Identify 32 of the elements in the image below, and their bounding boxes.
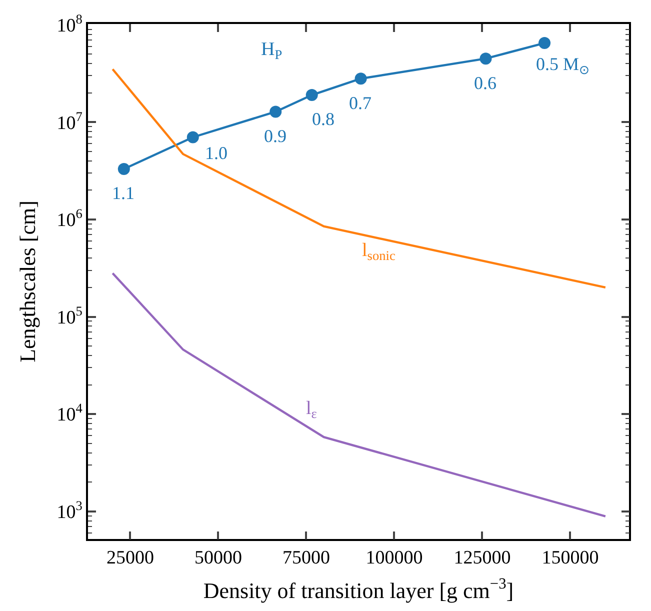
- y-tick-label: 10$^{6}$: [56, 206, 83, 232]
- x-tick-label: 100000: [366, 548, 423, 569]
- annotation: 0.9: [264, 126, 286, 146]
- series-label: l$_{ε}$: [306, 398, 318, 421]
- y-tick-label: 10$^{3}$: [56, 498, 83, 524]
- annotation: 1.1: [112, 183, 134, 203]
- point: [270, 106, 282, 118]
- point: [186, 131, 199, 144]
- text: H$_{P}$: [261, 39, 282, 62]
- annotation: 0.7: [349, 93, 372, 113]
- series-label: l$_{sonic}$: [362, 240, 396, 263]
- annotation: 1.0: [205, 143, 228, 163]
- y-tick-label: 10$^{8}$: [56, 12, 83, 36]
- point: [480, 52, 492, 65]
- annotation: 0.6: [474, 73, 496, 93]
- point: [306, 89, 318, 102]
- y-tick-label: 10$^{7}$: [56, 108, 83, 134]
- x-tick-label: 75000: [282, 548, 330, 569]
- annotation: 0.8: [312, 109, 334, 129]
- point: [538, 37, 551, 50]
- annotation: 0.5 M$_{⊙}$: [536, 54, 590, 77]
- x-axis-title: Density of transition layer [g cm$^{−3}$]: [203, 576, 514, 603]
- y-tick-label: 10$^{5}$: [56, 303, 83, 328]
- y-axis-title: Lengthscales [cm]: [15, 200, 40, 362]
- x-tick-label: 150000: [542, 548, 599, 569]
- line-series: [112, 272, 607, 518]
- x-tick-label: 50000: [194, 548, 242, 569]
- x-tick-label: 125000: [454, 548, 511, 569]
- point: [118, 162, 130, 175]
- x-tick-label: 25000: [106, 548, 154, 569]
- point: [354, 72, 367, 85]
- y-tick-label: 10$^{4}$: [56, 400, 83, 426]
